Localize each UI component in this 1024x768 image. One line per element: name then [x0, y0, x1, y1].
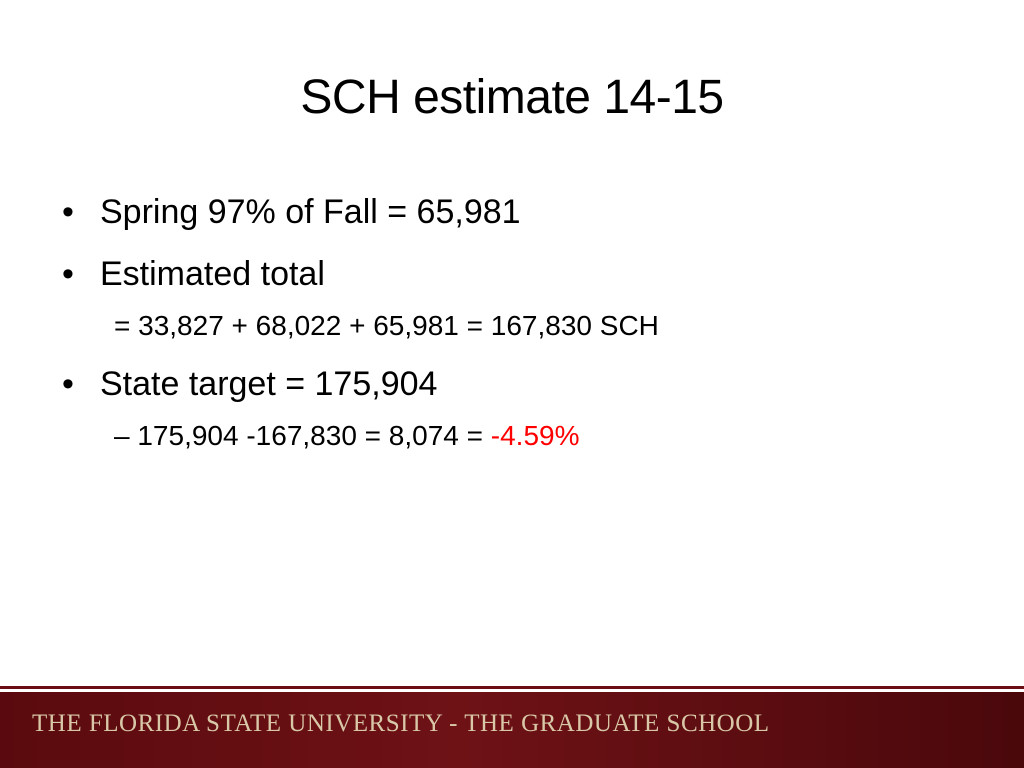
sub-item-difference: – 175,904 -167,830 = 8,074 = -4.59% [62, 418, 962, 454]
bullet-text: Spring 97% of Fall = 65,981 [100, 193, 521, 231]
percent-difference: -4.59% [490, 420, 580, 451]
footer-divider [0, 686, 1024, 689]
footer-banner: THE FLORIDA STATE UNIVERSITY - THE GRADU… [0, 692, 1024, 768]
bullet-text: State target = 175,904 [100, 365, 438, 403]
bullet-state-target: • State target = 175,904 [62, 362, 962, 406]
bullet-estimated-total: • Estimated total [62, 252, 962, 296]
sub-item-text: = 33,827 + 68,022 + 65,981 = 167,830 SCH [114, 310, 659, 341]
sub-item-total-formula: = 33,827 + 68,022 + 65,981 = 167,830 SCH [62, 308, 962, 344]
slide-title: SCH estimate 14-15 [300, 71, 724, 124]
slide-content: • Spring 97% of Fall = 65,981 • Estimate… [62, 190, 962, 472]
bullet-marker: • [62, 365, 74, 403]
bullet-marker: • [62, 255, 74, 293]
bullet-text: Estimated total [100, 255, 325, 293]
sub-item-text: 175,904 -167,830 = 8,074 = [137, 420, 491, 451]
footer-text: THE FLORIDA STATE UNIVERSITY - THE GRADU… [32, 710, 770, 737]
bullet-spring: • Spring 97% of Fall = 65,981 [62, 190, 962, 234]
dash-marker: – [114, 420, 138, 451]
bullet-marker: • [62, 193, 74, 231]
